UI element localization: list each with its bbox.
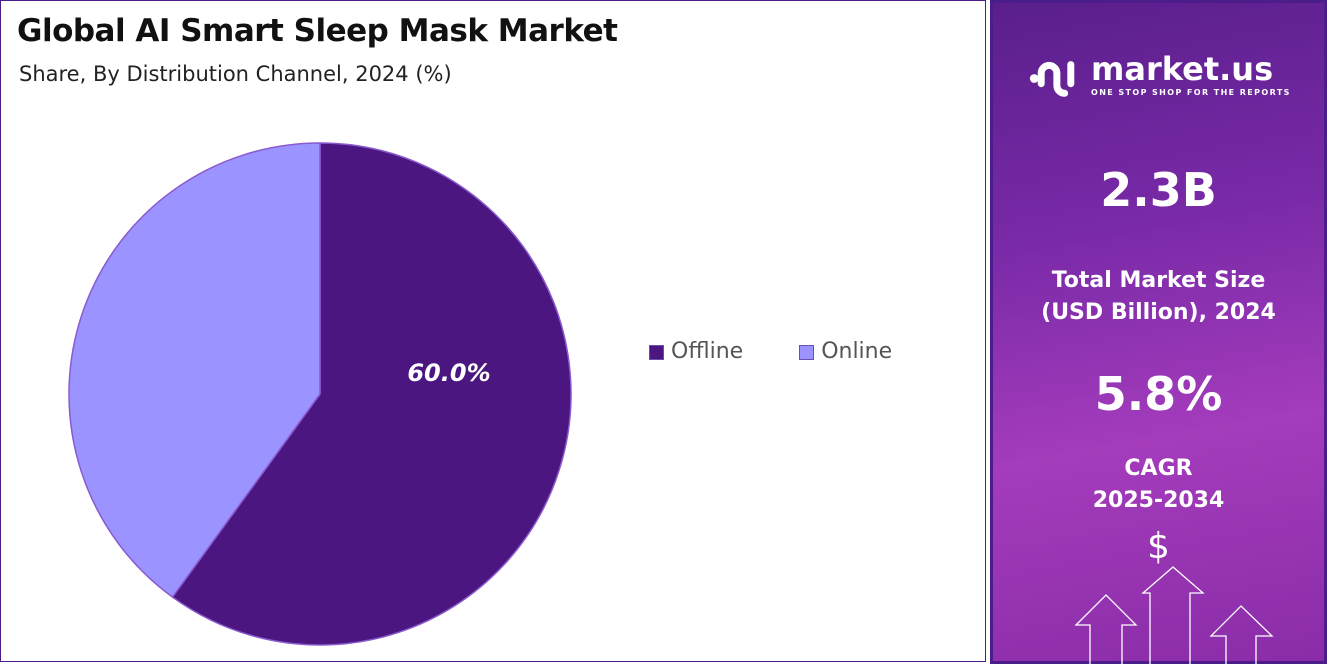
chart-subtitle: Share, By Distribution Channel, 2024 (%) (19, 62, 452, 86)
pie-slice-offline[interactable] (171, 142, 572, 646)
legend-swatch (799, 344, 815, 360)
logo-icon (1029, 61, 1075, 97)
legend-label: Online (821, 339, 893, 364)
logo-text: market.us (1091, 50, 1274, 88)
growth-arrows-icon (1074, 566, 1274, 667)
legend-swatch (649, 344, 664, 360)
legend-item-online[interactable]: Online (799, 339, 892, 365)
legend-item-offline[interactable]: Offline (649, 339, 743, 365)
chart-title: Global AI Smart Sleep Mask Market (17, 13, 618, 49)
dollar-icon: $ (1147, 526, 1170, 567)
summary-panel: market.us ONE STOP SHOP FOR THE REPORTS … (990, 0, 1327, 667)
logo-tagline: ONE STOP SHOP FOR THE REPORTS (1091, 88, 1291, 97)
pie-slice-online[interactable] (68, 142, 321, 599)
cagr-label: CAGR (1124, 456, 1193, 481)
market-size-label: Total Market Size (1051, 268, 1266, 293)
cagr-value: 5.8% (1094, 367, 1223, 421)
market-size-value: 2.3B (1100, 163, 1217, 217)
market-size-label-2: (USD Billion), 2024 (1041, 300, 1276, 325)
market-us-logo: market.us ONE STOP SHOP FOR THE REPORTS (1029, 51, 1291, 99)
legend: Offline Online (649, 339, 892, 365)
chart-area: Global AI Smart Sleep Mask Market Share,… (0, 0, 986, 662)
cagr-period: 2025-2034 (1092, 488, 1225, 513)
pie-chart: 60.0% (68, 142, 572, 646)
data-label-offline: 60.0% (407, 359, 490, 387)
legend-label: Offline (671, 339, 744, 364)
